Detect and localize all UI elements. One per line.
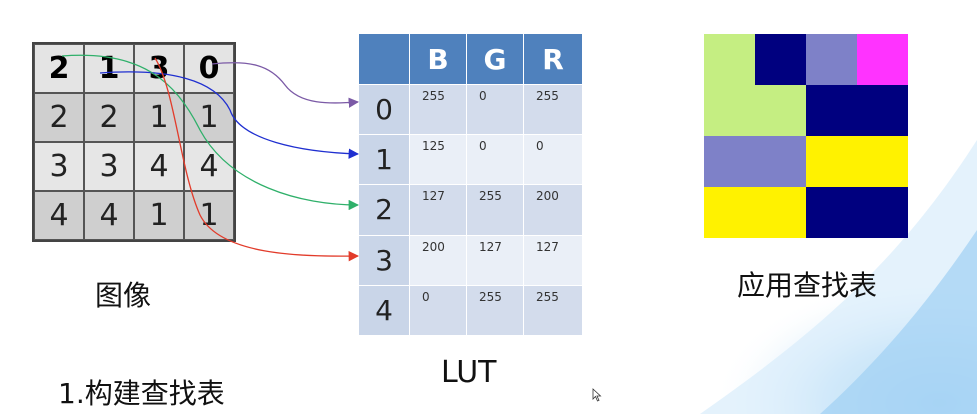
lut-value-r: 0 [524, 135, 582, 185]
result-caption: 应用查找表 [737, 269, 878, 302]
lut-value-b: 0 [410, 285, 466, 335]
lut-value-g: 255 [467, 285, 523, 335]
pixel-cell: 4 [134, 142, 184, 191]
result-block-navy [806, 187, 908, 238]
lut-header-g: G [467, 34, 523, 84]
lut-value-g: 0 [467, 135, 523, 185]
result-block-light-green [755, 85, 806, 136]
image-caption: 图像 [95, 279, 152, 312]
lut-value-g: 255 [467, 185, 523, 235]
step-title: 1.构建查找表 [58, 377, 225, 410]
source-image-grid: 2 1 3 0 2 2 1 1 3 3 4 4 4 4 1 1 [32, 42, 236, 242]
lut-caption: LUT [441, 355, 497, 390]
lut-value-b: 200 [410, 235, 466, 285]
pixel-cell: 2 [84, 93, 134, 142]
lut-index: 0 [359, 85, 409, 135]
pixel-cell: 1 [184, 191, 234, 240]
result-block-light-green [704, 34, 755, 136]
lut-value-b: 255 [410, 85, 466, 135]
lut-index: 2 [359, 185, 409, 235]
mouse-cursor-icon [592, 388, 602, 402]
pixel-cell: 2 [34, 93, 84, 142]
pixel-cell: 4 [184, 142, 234, 191]
pixel-cell: 1 [184, 93, 234, 142]
pixel-cell: 1 [134, 93, 184, 142]
result-block-lavender [704, 136, 806, 187]
lut-value-g: 127 [467, 235, 523, 285]
lut-value-r: 255 [524, 285, 582, 335]
lut-index: 4 [359, 285, 409, 335]
lut-value-r: 255 [524, 85, 582, 135]
result-block-yellow [704, 187, 806, 238]
pixel-cell: 4 [84, 191, 134, 240]
pixel-cell: 4 [34, 191, 84, 240]
lut-index: 1 [359, 135, 409, 185]
pixel-cell: 0 [184, 44, 234, 93]
lut-table: B G R 0 255 0 255 1 125 0 0 2 127 255 20… [359, 34, 582, 335]
lut-value-b: 127 [410, 185, 466, 235]
result-block-lavender [806, 34, 857, 85]
lut-value-g: 0 [467, 85, 523, 135]
pixel-cell: 2 [34, 44, 84, 93]
lut-index: 3 [359, 235, 409, 285]
result-block-magenta [857, 34, 908, 85]
pixel-cell: 1 [134, 191, 184, 240]
lut-corner-header [359, 34, 409, 84]
result-block-navy [755, 34, 806, 85]
result-block-yellow [806, 136, 908, 187]
pixel-cell: 3 [34, 142, 84, 191]
pixel-cell: 3 [134, 44, 184, 93]
result-image [704, 34, 908, 238]
result-block-navy [806, 85, 908, 136]
lut-value-b: 125 [410, 135, 466, 185]
lut-value-r: 200 [524, 185, 582, 235]
pixel-cell: 3 [84, 142, 134, 191]
pixel-cell: 1 [84, 44, 134, 93]
lut-header-r: R [524, 34, 582, 84]
lut-value-r: 127 [524, 235, 582, 285]
lut-header-b: B [410, 34, 466, 84]
